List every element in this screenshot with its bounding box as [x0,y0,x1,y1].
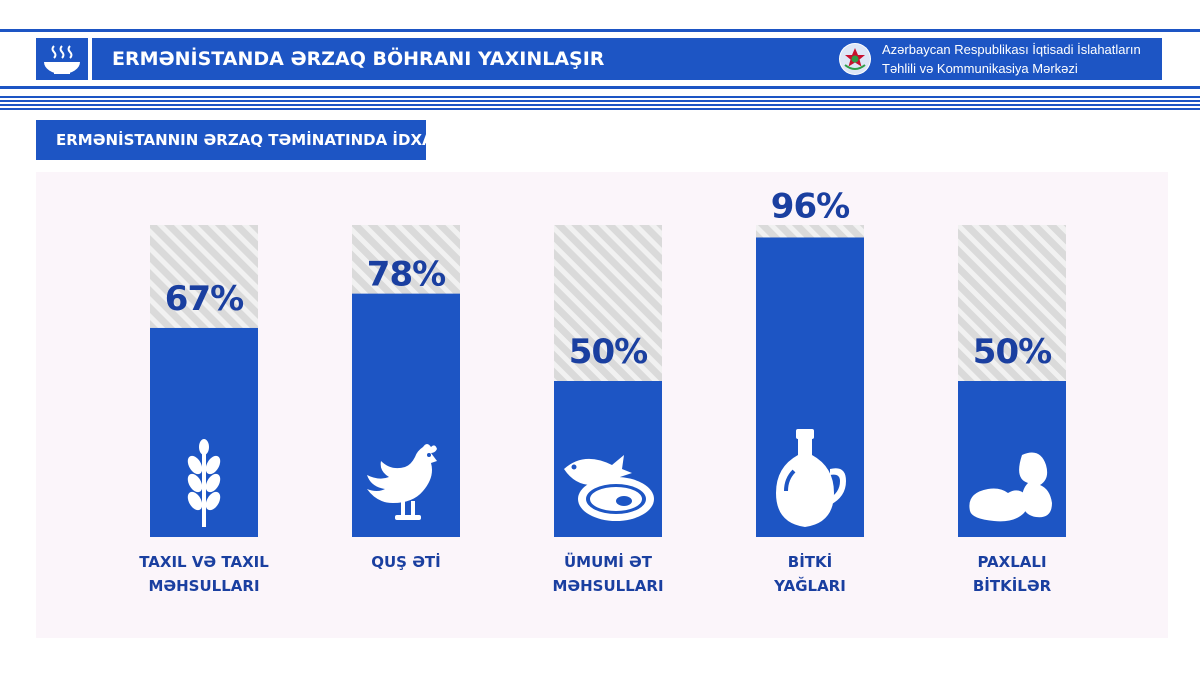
striped-band [0,96,1200,110]
category-label: BİTKİLƏR [973,576,1052,595]
data-label: 50% [973,332,1051,372]
bar-group: 50% ÜMUMİ ƏT MƏHSULLARI [552,225,664,595]
header-rule [0,86,1200,89]
header-bar: ERMƏNİSTANDA ƏRZAQ BÖHRANI YAXINLAŞIR Az… [92,38,1162,80]
organization-name: Azərbaycan Respublikası İqtisadi İslahat… [882,40,1141,78]
category-label: BİTKİ [788,552,832,571]
bar-group: 96% BİTKİ YAĞLARI [756,186,864,595]
chart-title: ERMƏNİSTANNIN ƏRZAQ TƏMİNATINDA İDXALIN … [36,120,503,160]
top-rule [0,29,1200,32]
coat-of-arms-icon [839,43,871,75]
bar-chart: 67% TAXIL VƏ TAXIL MƏHSULLARI 78% QUŞ ƏTİ 50%… [139,186,1066,595]
page-title: ERMƏNİSTANDA ƏRZAQ BÖHRANI YAXINLAŞIR [112,48,605,70]
data-label: 96% [771,186,849,226]
data-label: 50% [569,332,647,372]
category-label: MƏHSULLARI [552,577,663,595]
category-label: TAXIL VƏ TAXIL [139,553,269,571]
data-label: 67% [165,279,243,319]
data-label: 78% [367,255,445,295]
bar-group: 50% PAXLALI BİTKİLƏR [958,225,1066,595]
food-bowl-icon [44,45,80,74]
category-label: YAĞLARI [773,576,846,595]
org-line-1: Azərbaycan Respublikası İqtisadi İslahat… [882,42,1141,57]
bar-group: 78% QUŞ ƏTİ [352,225,460,571]
header-icon-box [36,38,88,80]
category-label: ÜMUMİ ƏT [564,552,653,571]
category-label: QUŞ ƏTİ [371,552,441,571]
chart-panel: 67% TAXIL VƏ TAXIL MƏHSULLARI 78% QUŞ ƏTİ 50%… [36,172,1168,638]
category-label: MƏHSULLARI [148,577,259,595]
category-label: PAXLALI [977,553,1046,571]
org-line-2: Təhlili və Kommunikasiya Mərkəzi [882,61,1078,76]
bar-group: 67% TAXIL VƏ TAXIL MƏHSULLARI [139,225,269,595]
